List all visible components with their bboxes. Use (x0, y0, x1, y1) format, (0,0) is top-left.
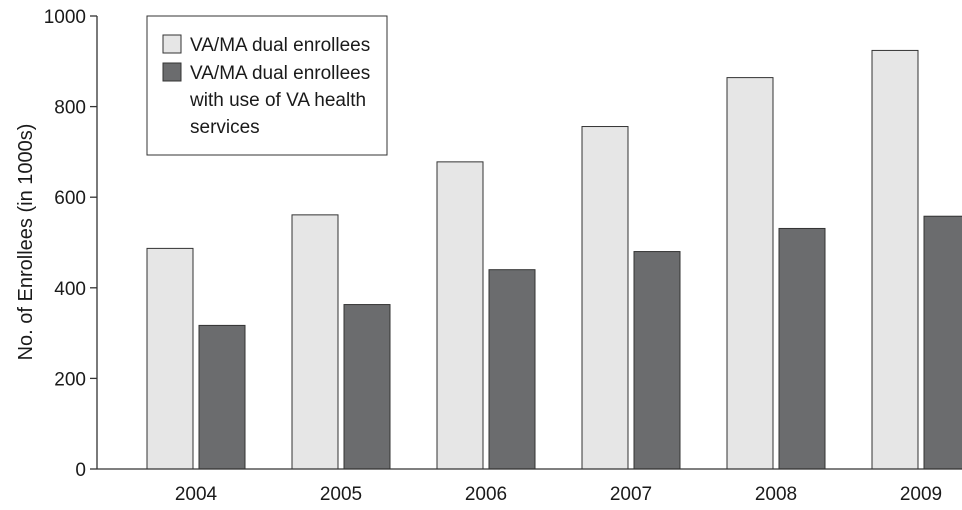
legend-label-dual-enrollees: VA/MA dual enrollees (190, 35, 370, 56)
x-tick-label: 2008 (755, 484, 797, 505)
legend-box (146, 15, 388, 156)
bar-dual-enrollees-2009 (871, 49, 919, 470)
legend-label-va-health-users-line1: VA/MA dual enrollees (190, 63, 370, 84)
bar-dual-enrollees-2007 (581, 126, 629, 470)
y-ticks: 0 200 400 600 800 1000 (44, 7, 97, 481)
y-tick-label: 200 (54, 369, 86, 390)
x-tick-label: 2005 (320, 484, 362, 505)
legend-swatch-va-health-users (162, 62, 182, 82)
x-tick-label: 2006 (465, 484, 507, 505)
y-tick-label: 800 (54, 98, 86, 119)
y-axis-title: No. of Enrollees (in 1000s) (15, 124, 37, 361)
bar-dual-enrollees-2004 (146, 247, 194, 470)
bar-va-health-users-2008 (778, 227, 826, 470)
bar-va-health-users-2006 (488, 269, 536, 470)
legend: VA/MA dual enrollees VA/MA dual enrollee… (146, 15, 388, 156)
bar-va-health-users-2005 (343, 304, 391, 470)
bar-dual-enrollees-2005 (291, 214, 339, 470)
bar-dual-enrollees-2006 (436, 161, 484, 470)
x-tick-label: 2004 (175, 484, 218, 505)
legend-label-va-health-users-line2: with use of VA health (189, 90, 366, 111)
bar-va-health-users-2004 (198, 324, 246, 470)
axes (96, 16, 962, 470)
x-tick-label: 2007 (610, 484, 652, 505)
y-tick-label: 0 (75, 460, 86, 481)
x-ticks: 2004 2005 2006 2007 2008 2009 (175, 484, 942, 505)
bar-va-health-users-2007 (633, 251, 681, 470)
legend-swatch-dual-enrollees (162, 34, 182, 54)
x-tick-label: 2009 (900, 484, 942, 505)
bar-dual-enrollees-2008 (726, 77, 774, 470)
legend-label-va-health-users-line3: services (190, 117, 260, 138)
bar-group (146, 49, 962, 470)
y-tick-label: 600 (54, 188, 86, 209)
y-tick-label: 1000 (44, 7, 86, 28)
bar-va-health-users-2009 (923, 215, 962, 470)
y-tick-label: 400 (54, 279, 86, 300)
